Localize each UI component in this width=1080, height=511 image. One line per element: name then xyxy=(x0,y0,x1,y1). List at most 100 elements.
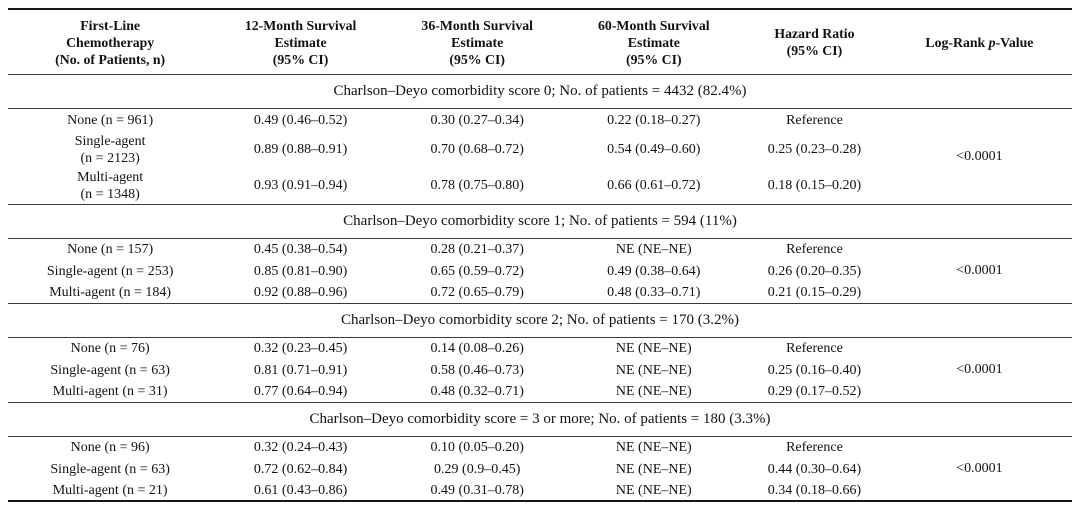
table-row: Single-agent (n = 253) 0.85 (0.81–0.90) … xyxy=(8,261,1072,282)
cell-12-month: 0.72 (0.62–0.84) xyxy=(253,462,348,477)
cell-36-month: 0.49 (0.31–0.78) xyxy=(430,482,524,498)
cell-36-month: 0.58 (0.46–0.73) xyxy=(430,363,524,378)
cell-hazard-ratio: Reference xyxy=(786,242,843,258)
table-row: Single-agent (n = 63) 0.81 (0.71–0.91) 0… xyxy=(8,360,1072,381)
cell-12-month: 0.32 (0.23–0.45) xyxy=(253,341,348,357)
cell-60-month: NE (NE–NE) xyxy=(615,462,692,477)
section-comorbidity-score-2: Charlson–Deyo comorbidity score 2; No. o… xyxy=(8,303,1072,402)
row-label: Multi-agent (n = 21) xyxy=(52,482,168,498)
table-row: Multi-agent (n = 1348) 0.93 (0.91–0.94) … xyxy=(8,168,1072,205)
cell-36-month: 0.28 (0.21–0.37) xyxy=(430,242,524,258)
cell-60-month: NE (NE–NE) xyxy=(615,383,692,399)
cell-hazard-ratio: 0.21 (0.15–0.29) xyxy=(767,284,862,300)
section-header-row: Charlson–Deyo comorbidity score 0; No. o… xyxy=(8,75,1072,109)
col-header-log-rank-p-value: Log-Rank p-Value xyxy=(887,9,1072,75)
cell-36-month: 0.65 (0.59–0.72) xyxy=(430,264,524,279)
section-comorbidity-score-0: Charlson–Deyo comorbidity score 0; No. o… xyxy=(8,75,1072,205)
section-header-text: Charlson–Deyo comorbidity score 0; No. o… xyxy=(333,83,747,99)
cell-log-rank-p-value: <0.0001 xyxy=(956,263,1003,278)
cell-36-month: 0.29 (0.9–0.45) xyxy=(434,462,521,477)
table-row: None (n = 157) 0.45 (0.38–0.54) 0.28 (0.… xyxy=(8,238,1072,278)
cell-12-month: 0.93 (0.91–0.94) xyxy=(253,178,348,193)
cell-60-month: NE (NE–NE) xyxy=(615,242,692,258)
cell-hazard-ratio: Reference xyxy=(786,440,843,456)
cell-hazard-ratio: Reference xyxy=(786,341,843,357)
cell-60-month: 0.54 (0.49–0.60) xyxy=(607,142,701,157)
section-header-text: Charlson–Deyo comorbidity score = 3 or m… xyxy=(309,410,771,427)
cell-hazard-ratio: 0.25 (0.23–0.28) xyxy=(767,142,862,157)
cell-12-month: 0.49 (0.46–0.52) xyxy=(253,112,348,128)
cell-hazard-ratio: 0.25 (0.16–0.40) xyxy=(767,363,862,378)
table-row: None (n = 76) 0.32 (0.23–0.45) 0.14 (0.0… xyxy=(8,337,1072,377)
cell-60-month: NE (NE–NE) xyxy=(615,440,692,456)
cell-hazard-ratio: Reference xyxy=(786,112,843,128)
cell-60-month: NE (NE–NE) xyxy=(615,341,692,357)
row-label: Single-agent (n = 253) xyxy=(46,264,174,279)
log-rank-label-post: -Value xyxy=(995,34,1034,50)
table-row: Multi-agent (n = 21) 0.61 (0.43–0.86) 0.… xyxy=(8,480,1072,501)
section-header-text: Charlson–Deyo comorbidity score 2; No. o… xyxy=(341,311,739,328)
cell-60-month: 0.66 (0.61–0.72) xyxy=(607,178,701,193)
cell-12-month: 0.61 (0.43–0.86) xyxy=(253,482,348,498)
col-header-36-month-survival: 36-Month Survival Estimate (95% CI) xyxy=(421,17,533,67)
row-label: None (n = 76) xyxy=(70,341,150,357)
row-label: Single-agent (n = 2123) xyxy=(74,133,146,166)
cell-log-rank-p-value: <0.0001 xyxy=(956,460,1003,476)
row-label: Single-agent (n = 63) xyxy=(50,462,170,477)
cell-36-month: 0.10 (0.05–0.20) xyxy=(430,440,524,456)
cell-12-month: 0.81 (0.71–0.91) xyxy=(253,363,348,378)
cell-hazard-ratio: 0.18 (0.15–0.20) xyxy=(767,178,862,193)
cell-60-month: 0.49 (0.38–0.64) xyxy=(607,264,701,279)
section-header-row: Charlson–Deyo comorbidity score = 3 or m… xyxy=(8,402,1072,436)
cell-12-month: 0.77 (0.64–0.94) xyxy=(253,383,348,399)
row-label: Multi-agent (n = 31) xyxy=(52,383,168,399)
table-row: None (n = 961) 0.49 (0.46–0.52) 0.30 (0.… xyxy=(8,109,1072,164)
row-label: None (n = 157) xyxy=(67,242,154,258)
cell-36-month: 0.70 (0.68–0.72) xyxy=(430,142,524,157)
cell-log-rank-p-value: <0.0001 xyxy=(956,362,1003,377)
col-header-60-month-survival: 60-Month Survival Estimate (95% CI) xyxy=(598,17,710,67)
cell-36-month: 0.72 (0.65–0.79) xyxy=(430,284,524,300)
table-row: Single-agent (n = 2123) 0.89 (0.88–0.91)… xyxy=(8,132,1072,168)
cell-hazard-ratio: 0.34 (0.18–0.66) xyxy=(767,482,862,498)
row-label: Multi-agent (n = 184) xyxy=(49,284,172,300)
cell-log-rank-p-value: <0.0001 xyxy=(956,148,1003,164)
cell-60-month: 0.48 (0.33–0.71) xyxy=(607,284,701,300)
cell-12-month: 0.92 (0.88–0.96) xyxy=(253,284,348,300)
cell-36-month: 0.14 (0.08–0.26) xyxy=(430,341,524,357)
table-row: Single-agent (n = 63) 0.72 (0.62–0.84) 0… xyxy=(8,459,1072,480)
cell-hazard-ratio: 0.29 (0.17–0.52) xyxy=(767,383,862,399)
cell-hazard-ratio: 0.44 (0.30–0.64) xyxy=(767,462,862,477)
row-label: Multi-agent (n = 1348) xyxy=(77,169,144,202)
log-rank-label-pre: Log-Rank xyxy=(925,34,989,50)
section-comorbidity-score-3-or-more: Charlson–Deyo comorbidity score = 3 or m… xyxy=(8,402,1072,501)
section-comorbidity-score-1: Charlson–Deyo comorbidity score 1; No. o… xyxy=(8,204,1072,303)
table-header: First-Line Chemotherapy (No. of Patients… xyxy=(8,9,1072,75)
cell-12-month: 0.45 (0.38–0.54) xyxy=(253,242,348,258)
cell-12-month: 0.85 (0.81–0.90) xyxy=(253,264,348,279)
log-rank-label-p-italic: p xyxy=(988,34,996,50)
cell-36-month: 0.78 (0.75–0.80) xyxy=(430,178,524,193)
survival-estimates-table: First-Line Chemotherapy (No. of Patients… xyxy=(8,8,1072,502)
cell-36-month: 0.48 (0.32–0.71) xyxy=(430,383,524,399)
row-label: Single-agent (n = 63) xyxy=(50,363,170,378)
cell-60-month: NE (NE–NE) xyxy=(615,363,692,378)
row-label: None (n = 96) xyxy=(70,440,150,456)
table-row: Multi-agent (n = 31) 0.77 (0.64–0.94) 0.… xyxy=(8,381,1072,402)
cell-60-month: 0.22 (0.18–0.27) xyxy=(607,112,701,128)
header-row: First-Line Chemotherapy (No. of Patients… xyxy=(8,9,1072,75)
section-header-text: Charlson–Deyo comorbidity score 1; No. o… xyxy=(343,212,737,229)
col-header-first-line-chemotherapy: First-Line Chemotherapy (No. of Patients… xyxy=(55,17,166,67)
cell-12-month: 0.32 (0.24–0.43) xyxy=(253,440,348,456)
row-label: None (n = 961) xyxy=(67,112,154,128)
cell-12-month: 0.89 (0.88–0.91) xyxy=(253,142,348,157)
cell-hazard-ratio: 0.26 (0.20–0.35) xyxy=(767,264,862,279)
cell-60-month: NE (NE–NE) xyxy=(615,482,692,498)
col-header-hazard-ratio: Hazard Ratio (95% CI) xyxy=(774,26,855,58)
section-header-row: Charlson–Deyo comorbidity score 2; No. o… xyxy=(8,303,1072,337)
col-header-12-month-survival: 12-Month Survival Estimate (95% CI) xyxy=(244,17,357,67)
table-row: None (n = 96) 0.32 (0.24–0.43) 0.10 (0.0… xyxy=(8,436,1072,476)
table-row: Multi-agent (n = 184) 0.92 (0.88–0.96) 0… xyxy=(8,282,1072,303)
cell-36-month: 0.30 (0.27–0.34) xyxy=(430,112,524,128)
section-header-row: Charlson–Deyo comorbidity score 1; No. o… xyxy=(8,204,1072,238)
